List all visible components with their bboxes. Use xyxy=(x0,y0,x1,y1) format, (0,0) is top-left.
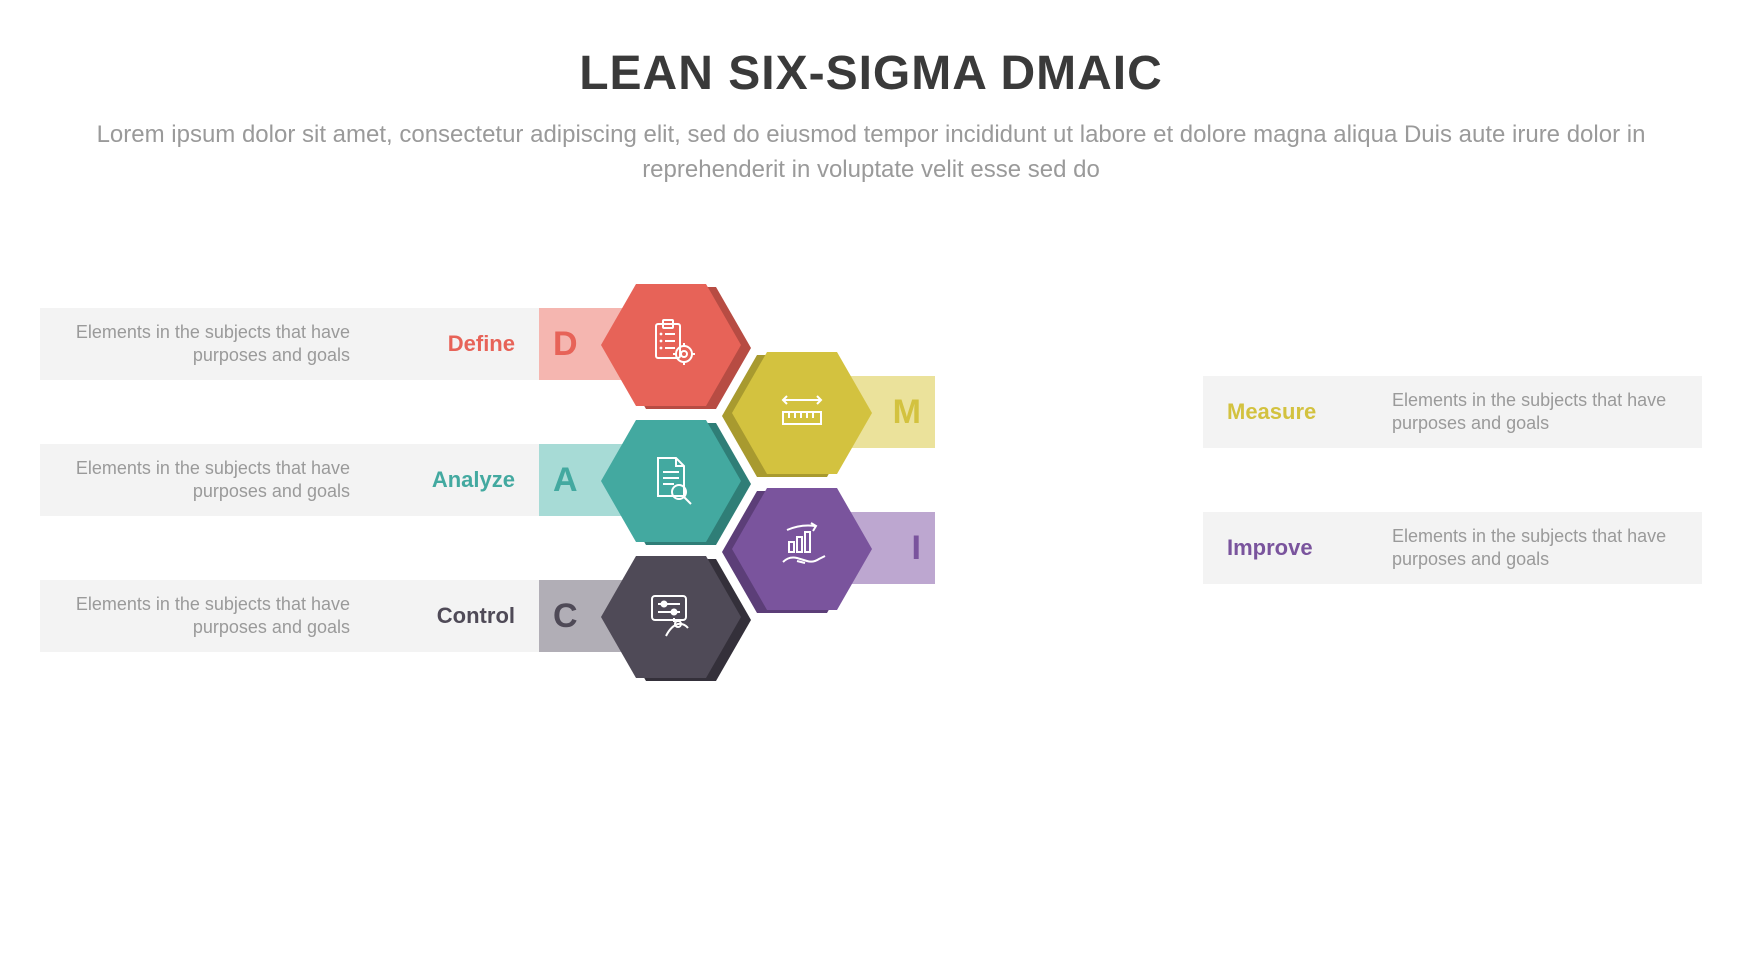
label-control: Control xyxy=(437,603,515,629)
label-improve: Improve xyxy=(1227,535,1313,561)
row-control: Elements in the subjects that have purpo… xyxy=(40,580,539,652)
desc-analyze: Elements in the subjects that have purpo… xyxy=(70,457,350,504)
row-define: Elements in the subjects that have purpo… xyxy=(40,308,539,380)
label-define: Define xyxy=(448,331,515,357)
clipboard-target-icon xyxy=(644,316,698,375)
row-improve: Improve Elements in the subjects that hav… xyxy=(1203,512,1702,584)
page-title: LEAN SIX-SIGMA DMAIC xyxy=(0,46,1742,101)
desc-improve: Elements in the subjects that have purpo… xyxy=(1392,525,1672,572)
infographic-stage: LEAN SIX-SIGMA DMAIC Lorem ipsum dolor s… xyxy=(0,0,1742,980)
sliders-hand-icon xyxy=(644,588,698,647)
label-measure: Measure xyxy=(1227,399,1316,425)
row-analyze: Elements in the subjects that have purpo… xyxy=(40,444,539,516)
desc-measure: Elements in the subjects that have purpo… xyxy=(1392,389,1672,436)
row-measure: Measure Elements in the subjects that hav… xyxy=(1203,376,1702,448)
label-analyze: Analyze xyxy=(432,467,515,493)
desc-define: Elements in the subjects that have purpo… xyxy=(70,321,350,368)
doc-search-icon xyxy=(644,452,698,511)
growth-hand-icon xyxy=(775,520,829,579)
desc-control: Elements in the subjects that have purpo… xyxy=(70,593,350,640)
page-subtitle: Lorem ipsum dolor sit amet, consectetur … xyxy=(80,118,1662,188)
ruler-icon xyxy=(775,384,829,443)
